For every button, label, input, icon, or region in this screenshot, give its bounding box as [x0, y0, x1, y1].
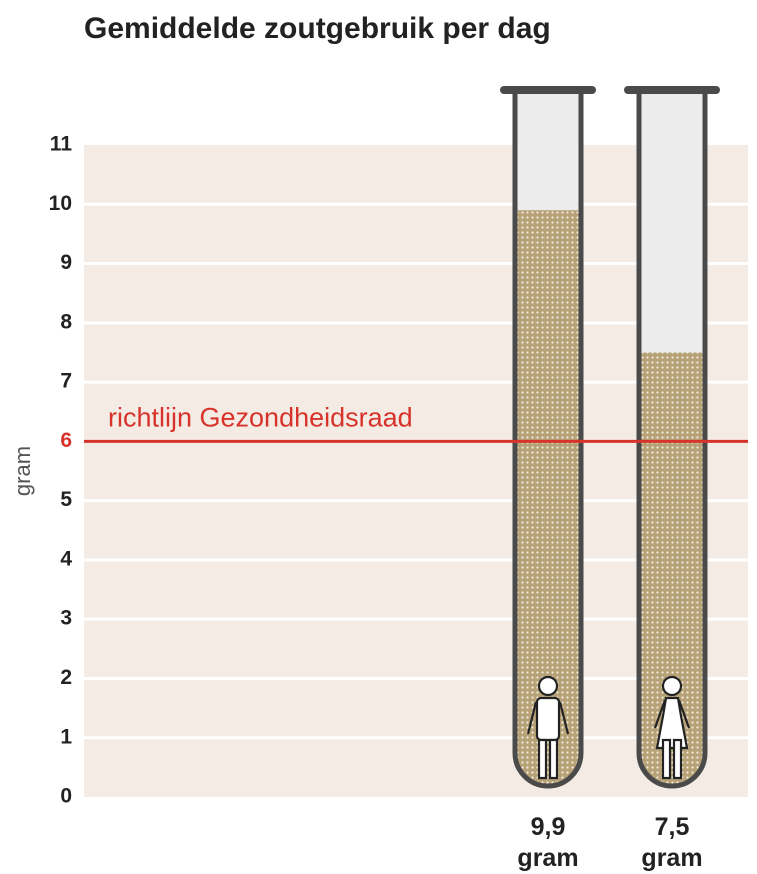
- person-leg: [539, 740, 546, 778]
- chart: Gemiddelde zoutgebruik per dag gram 0 1 2 3…: [0, 0, 757, 870]
- chart-title: Gemiddelde zoutgebruik per dag: [84, 12, 551, 45]
- y-tick-label: 0: [60, 785, 72, 808]
- person-body: [537, 698, 559, 740]
- person-leg: [674, 740, 681, 778]
- person-head: [663, 677, 681, 695]
- y-tick-label: 2: [60, 666, 72, 689]
- person-head: [539, 677, 557, 695]
- person-leg: [663, 740, 670, 778]
- page: {"chart_data": {"type": "bar", "title": …: [0, 0, 757, 870]
- y-tick-label: 9: [60, 251, 72, 274]
- y-tick-label: 1: [60, 725, 72, 748]
- reference-label: richtlijn Gezondheidsraad: [108, 402, 413, 432]
- y-tick-label: 4: [60, 547, 72, 570]
- y-tick-label: 7: [60, 370, 72, 393]
- y-tick-label: 6: [60, 429, 72, 452]
- person-leg: [550, 740, 557, 778]
- y-axis-label: gram: [10, 446, 35, 496]
- y-tick-label: 10: [49, 192, 72, 215]
- y-tick-label: 8: [60, 310, 72, 333]
- y-tick-label: 11: [50, 133, 73, 156]
- value-label: 9,9 gram: [508, 812, 588, 874]
- value-label: 7,5 gram: [632, 812, 712, 874]
- y-tick-label: 3: [60, 607, 72, 630]
- y-tick-label: 5: [60, 488, 72, 511]
